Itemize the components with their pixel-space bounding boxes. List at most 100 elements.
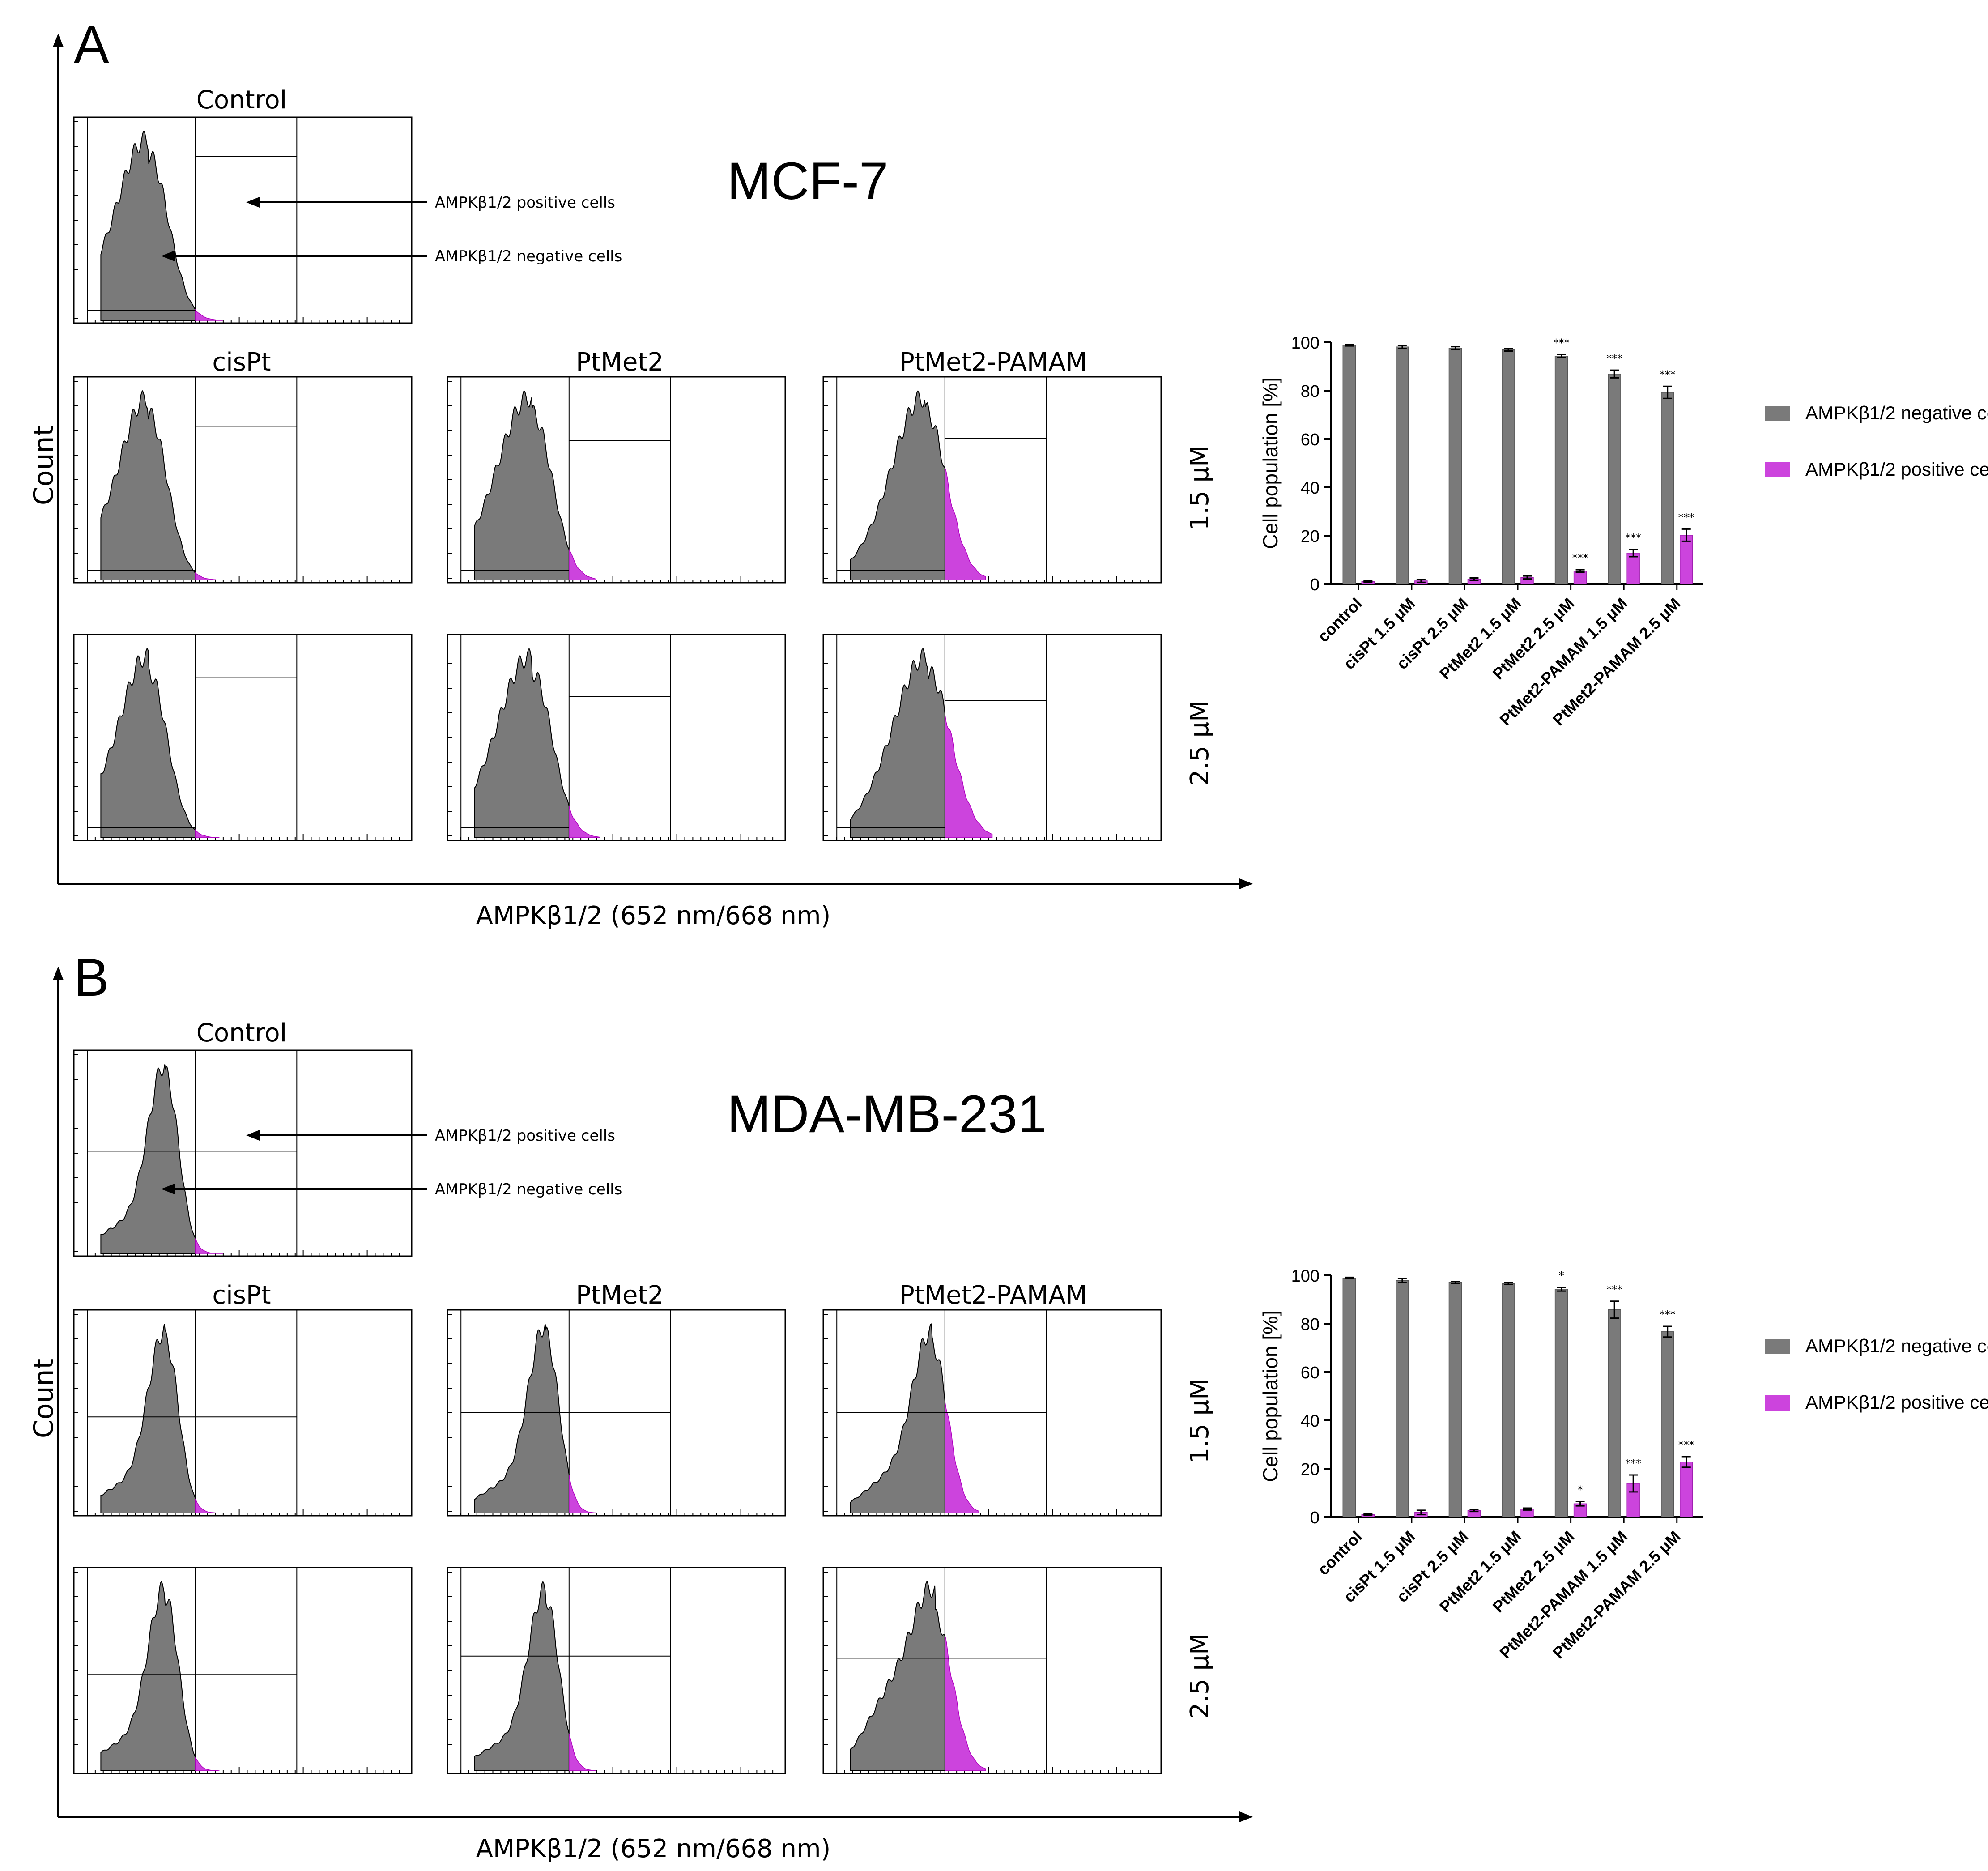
histogram-negative-area <box>474 1581 570 1771</box>
histogram-positive-area <box>195 572 216 580</box>
bar <box>1448 1282 1462 1517</box>
bar <box>1679 1462 1693 1517</box>
bar-y-tick-label: 100 <box>1291 1267 1320 1286</box>
bar <box>1608 1309 1621 1517</box>
figure-y-axis-arrow <box>53 34 64 47</box>
bar <box>1554 1289 1568 1517</box>
bar <box>1396 1280 1409 1517</box>
column-title: PtMet2-PAMAM <box>899 348 1087 377</box>
row-label: 1.5 μM <box>1185 1378 1214 1464</box>
column-title: cisPt <box>212 1281 271 1310</box>
legend-swatch <box>1765 1395 1790 1411</box>
bar-y-tick-label: 60 <box>1301 430 1320 449</box>
histogram-negative-area <box>474 1324 570 1513</box>
panel-b: B MDA-MB-231 AMPKβ1/2 (652 nm/668 nm) Count… <box>28 948 1988 1863</box>
bar-y-axis-label: Cell population [%] <box>1259 1310 1282 1482</box>
bar-y-axis-label: Cell population [%] <box>1259 377 1282 549</box>
panel-a: A MCF-7 AMPKβ1/2 (652 nm/668 nm) Count Contr… <box>28 15 1988 930</box>
bar <box>1626 553 1640 584</box>
bar-y-tick-label: 80 <box>1301 1315 1320 1334</box>
histogram-positive-area <box>195 829 220 838</box>
histogram-negative-area <box>100 1064 196 1254</box>
significance-marker: *** <box>1660 368 1676 381</box>
bar <box>1502 349 1515 584</box>
arrow-positive-head <box>246 1130 260 1141</box>
bar <box>1660 392 1674 584</box>
histogram-negative-area <box>100 390 196 580</box>
bar <box>1660 1331 1674 1517</box>
bar-y-tick-label: 80 <box>1301 382 1320 401</box>
bar-y-tick-label: 40 <box>1301 479 1320 498</box>
annotation-negative: AMPKβ1/2 negative cells <box>435 1181 622 1198</box>
histogram-negative-area <box>474 648 570 838</box>
legend-swatch <box>1765 462 1790 477</box>
bar-y-tick-label: 20 <box>1301 1460 1320 1479</box>
histogram-positive-area <box>945 468 986 580</box>
control-title: Control <box>196 85 287 115</box>
histogram-positive-area <box>195 1757 220 1771</box>
bar-category-label: control <box>1314 1527 1366 1579</box>
histogram-negative-area <box>100 648 196 838</box>
significance-marker: *** <box>1678 1439 1694 1451</box>
bar-y-tick-label: 40 <box>1301 1412 1320 1431</box>
histogram-positive-area <box>569 1475 596 1513</box>
histogram-positive-area <box>195 1498 220 1513</box>
legend-swatch <box>1765 1339 1790 1354</box>
figure-x-axis-arrow <box>1239 878 1253 889</box>
histogram-positive-area <box>945 1635 986 1771</box>
significance-marker: *** <box>1554 337 1570 349</box>
cell-line-title: MDA-MB-231 <box>727 1085 1047 1144</box>
histogram-negative-area <box>850 390 945 580</box>
histogram-negative-area <box>850 1323 945 1513</box>
annotation-positive: AMPKβ1/2 positive cells <box>435 194 615 212</box>
bar-y-tick-label: 100 <box>1291 334 1320 353</box>
significance-marker: *** <box>1606 1283 1622 1296</box>
bar <box>1502 1283 1515 1517</box>
y-axis-label: Count <box>28 426 60 505</box>
histogram-negative-area <box>100 131 196 321</box>
significance-marker: *** <box>1606 352 1622 365</box>
histogram-negative-area <box>850 1581 945 1771</box>
bar <box>1573 571 1587 584</box>
column-title: PtMet2 <box>576 1281 664 1310</box>
annotation-positive: AMPKβ1/2 positive cells <box>435 1127 615 1145</box>
bar-y-tick-label: 60 <box>1301 1364 1320 1382</box>
bar <box>1448 348 1462 584</box>
arrow-positive-head <box>246 197 260 208</box>
bar <box>1342 1278 1356 1517</box>
significance-marker: * <box>1559 1269 1564 1282</box>
significance-marker: *** <box>1678 511 1694 524</box>
histogram-negative-area <box>474 390 570 580</box>
column-title: cisPt <box>212 348 271 377</box>
histogram-positive-area <box>569 1733 596 1771</box>
bar-y-tick-label: 20 <box>1301 527 1320 546</box>
y-axis-label: Count <box>28 1359 60 1438</box>
figure-y-axis-arrow <box>53 967 64 980</box>
cell-line-title: MCF-7 <box>727 152 889 211</box>
significance-marker: *** <box>1625 532 1641 544</box>
bar-category-label: control <box>1314 594 1366 646</box>
x-axis-label: AMPKβ1/2 (652 nm/668 nm) <box>476 1834 831 1863</box>
panel-letter: B <box>74 948 109 1007</box>
histogram-positive-area <box>945 1401 979 1513</box>
histogram-negative-area <box>100 1324 196 1513</box>
annotation-negative: AMPKβ1/2 negative cells <box>435 247 622 265</box>
bar <box>1396 346 1409 584</box>
significance-marker: *** <box>1660 1308 1676 1321</box>
significance-marker: *** <box>1572 552 1588 564</box>
histogram-negative-area <box>850 648 945 838</box>
panel-letter: A <box>74 15 109 74</box>
significance-marker: *** <box>1625 1457 1641 1470</box>
column-title: PtMet2-PAMAM <box>899 1281 1087 1310</box>
histogram-positive-area <box>569 548 596 580</box>
bar-y-tick-label: 0 <box>1310 1509 1320 1527</box>
x-axis-label: AMPKβ1/2 (652 nm/668 nm) <box>476 901 831 930</box>
bar <box>1554 356 1568 584</box>
bar-y-tick-label: 0 <box>1310 575 1320 594</box>
legend-label: AMPKβ1/2 positive cells <box>1805 459 1988 480</box>
histogram-positive-area <box>195 1238 223 1254</box>
histogram-positive-area <box>569 806 600 838</box>
legend-swatch <box>1765 406 1790 421</box>
row-label: 2.5 μM <box>1185 700 1214 786</box>
